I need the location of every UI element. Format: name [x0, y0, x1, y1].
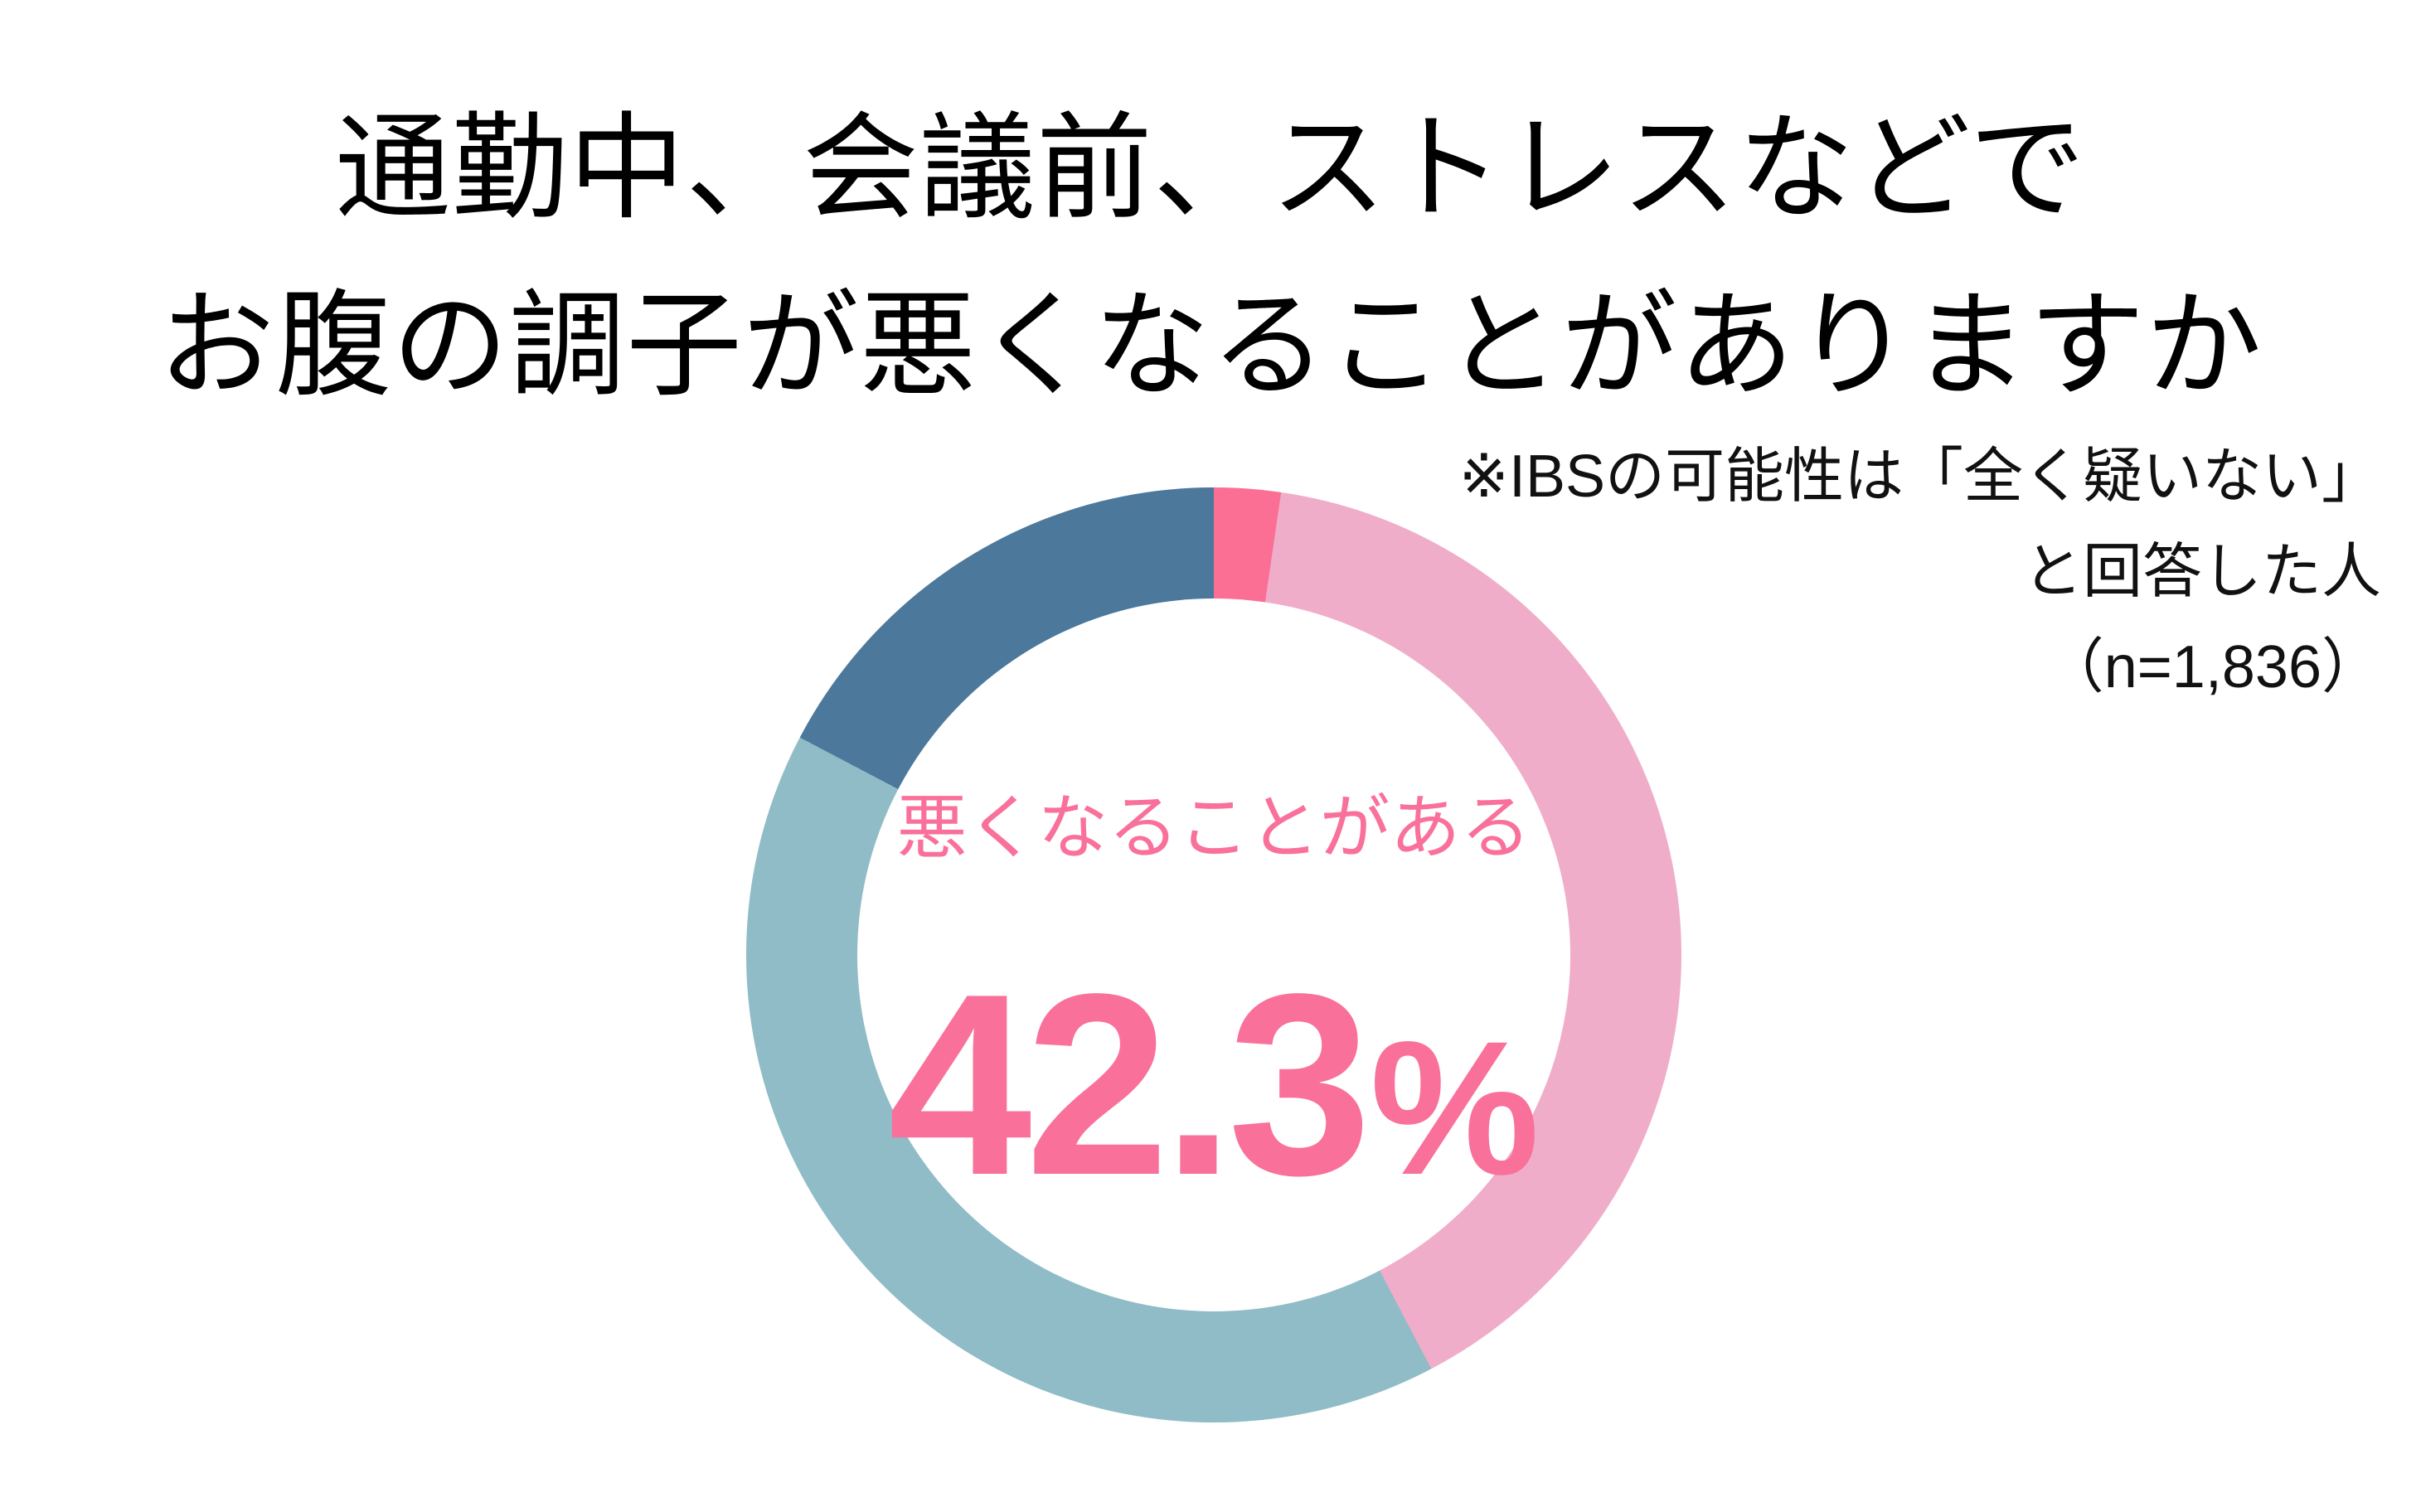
- annotation-note-line-3: （n=1,836）: [2044, 634, 2381, 700]
- chart-title-line-1: 通勤中、会議前、ストレスなどで: [334, 103, 2087, 233]
- annotation-note-line-2: と回答した人: [2022, 539, 2381, 605]
- donut-center-value: 42.3%: [746, 956, 1681, 1214]
- donut-center-value-unit: %: [1370, 1001, 1540, 1214]
- annotation-note: ※IBSの可能性は「全く疑いない」 と回答した人 （n=1,836）: [1459, 429, 2381, 715]
- donut-center-label: 悪くなることがある: [896, 789, 1531, 868]
- annotation-note-line-1: ※IBSの可能性は「全く疑いない」: [1458, 443, 2381, 510]
- donut-chart: 悪くなることがある 42.3%: [746, 487, 1681, 1422]
- donut-hole: [857, 598, 1570, 1311]
- donut-center-value-number: 42.3: [888, 941, 1371, 1229]
- chart-title-line-2: お腹の調子が悪くなることがありますか: [158, 280, 2263, 410]
- chart-title: 通勤中、会議前、ストレスなどで お腹の調子が悪くなることがありますか: [0, 80, 2421, 434]
